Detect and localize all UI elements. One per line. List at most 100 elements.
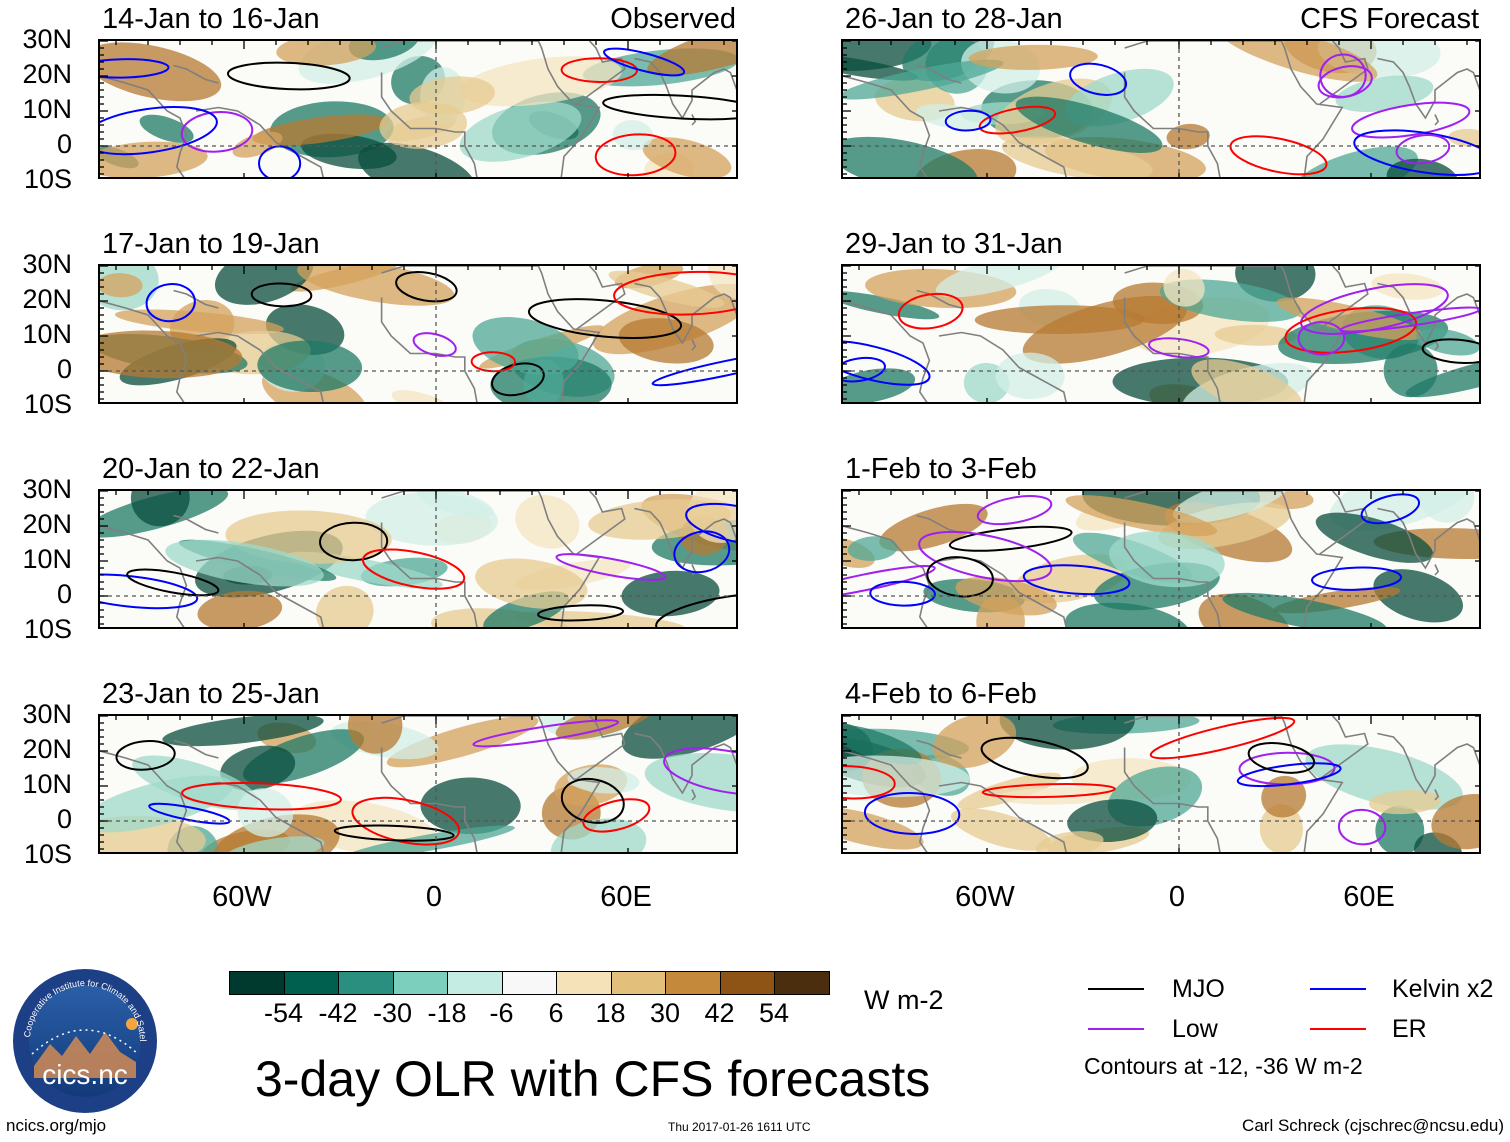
olr-anomaly-blob [1035, 831, 1104, 852]
lon-label: 60E [600, 881, 652, 913]
wave-contour [362, 548, 466, 590]
legend-line [1088, 988, 1144, 990]
olr-anomaly-blob [391, 390, 456, 402]
olr-anomaly-blob [100, 330, 243, 379]
wave-contour [100, 58, 170, 79]
coastline [1124, 266, 1344, 402]
olr-anomaly-blob [1368, 790, 1441, 815]
lat-label: 10S [23, 614, 72, 644]
wave-contour [1229, 135, 1328, 176]
olr-anomaly-blob [1191, 359, 1303, 402]
colorbar-swatch [392, 971, 448, 995]
colorbar-label: 30 [649, 998, 681, 1028]
wave-contour [863, 792, 961, 835]
coastline [1377, 507, 1479, 570]
olr-anomaly-blob [232, 131, 283, 158]
main-title: 3-day OLR with CFS forecasts [255, 1051, 931, 1107]
wave-contour [602, 93, 736, 121]
map-panel [98, 39, 738, 179]
olr-anomaly-blob [847, 536, 898, 561]
map-panel [841, 714, 1481, 854]
olr-anomaly-blob [1001, 136, 1153, 177]
olr-anomaly-blob [197, 590, 283, 627]
olr-anomaly-blob [642, 137, 732, 177]
wave-contour [100, 106, 218, 156]
panel-title: 14-Jan to 16-Jan [102, 3, 320, 35]
wave-contour [527, 298, 683, 339]
coastline [195, 106, 324, 177]
olr-anomaly-blob [139, 114, 194, 143]
legend-line [1310, 1028, 1366, 1030]
olr-anomaly-blob [1315, 512, 1434, 563]
olr-anomaly-blob [968, 44, 1098, 70]
olr-anomaly-blob [588, 499, 732, 540]
wave-contour [560, 57, 638, 84]
wave-contour [351, 796, 461, 846]
wave-contour [1069, 62, 1128, 96]
olr-anomaly-blob [297, 266, 455, 306]
legend-label: MJO [1172, 975, 1225, 1003]
map-panel [841, 264, 1481, 404]
wave-contour [918, 530, 1053, 583]
olr-anomaly-blob [315, 585, 374, 627]
coastline [173, 289, 219, 309]
wave-contour [1317, 65, 1373, 99]
wave-contour [100, 573, 199, 610]
wave-contour [1351, 101, 1471, 139]
olr-anomaly-blob [100, 42, 222, 102]
coastline [1434, 114, 1440, 126]
olr-anomaly-blob [459, 101, 582, 162]
colorbar-swatch [556, 971, 612, 995]
coastline [195, 556, 324, 627]
wave-contour [537, 604, 625, 622]
lat-label: 30N [22, 474, 72, 504]
wave-contour [944, 109, 992, 132]
coastline [381, 266, 601, 402]
coastline [195, 331, 324, 402]
coastline [1434, 339, 1440, 351]
wave-contour [685, 502, 736, 546]
coastline [1123, 297, 1221, 402]
wave-contour [981, 783, 1116, 799]
wave-contour [673, 530, 731, 574]
lat-label: 30N [22, 699, 72, 729]
wave-contour [1353, 129, 1479, 176]
map-panel [98, 264, 738, 404]
colorbar-swatch [447, 971, 503, 995]
olr-anomaly-blob [995, 352, 1065, 400]
coastline [1434, 564, 1440, 576]
wave-contour [319, 521, 389, 562]
olr-anomaly-blob [1259, 804, 1304, 852]
coastline [1123, 522, 1221, 627]
wave-contour [1149, 716, 1296, 760]
olr-anomaly-blob [252, 114, 388, 146]
legend-line [1310, 988, 1366, 990]
olr-anomaly-blob [950, 808, 1051, 851]
olr-anomaly-blob [379, 101, 468, 149]
wave-contour [980, 736, 1089, 780]
colorbar-swatch [229, 971, 285, 995]
colorbar-swatch [719, 971, 775, 995]
lon-label: 0 [1168, 881, 1186, 913]
coastline [1434, 789, 1440, 801]
wave-contour [412, 332, 457, 357]
wave-contour [1395, 134, 1451, 165]
wave-contour [1311, 566, 1402, 591]
coastline [843, 525, 931, 627]
olr-anomaly-blob [1216, 41, 1378, 82]
olr-anomaly-blob [1375, 805, 1425, 852]
olr-anomaly-blob [1214, 324, 1297, 346]
wave-contour [663, 747, 736, 796]
lat-label: 20N [22, 284, 72, 314]
coastline [916, 289, 962, 309]
wave-contour [115, 740, 176, 771]
colorbar-label: 54 [758, 998, 790, 1028]
panel-title: 1-Feb to 3-Feb [845, 453, 1037, 485]
olr-anomaly-blob [1166, 123, 1210, 150]
olr-anomaly-blob [1416, 328, 1479, 356]
map-panel [98, 714, 738, 854]
wave-contour [613, 270, 736, 316]
map-panel [841, 489, 1481, 629]
olr-anomaly-blob [935, 266, 1066, 298]
panel-title: 4-Feb to 6-Feb [845, 678, 1037, 710]
